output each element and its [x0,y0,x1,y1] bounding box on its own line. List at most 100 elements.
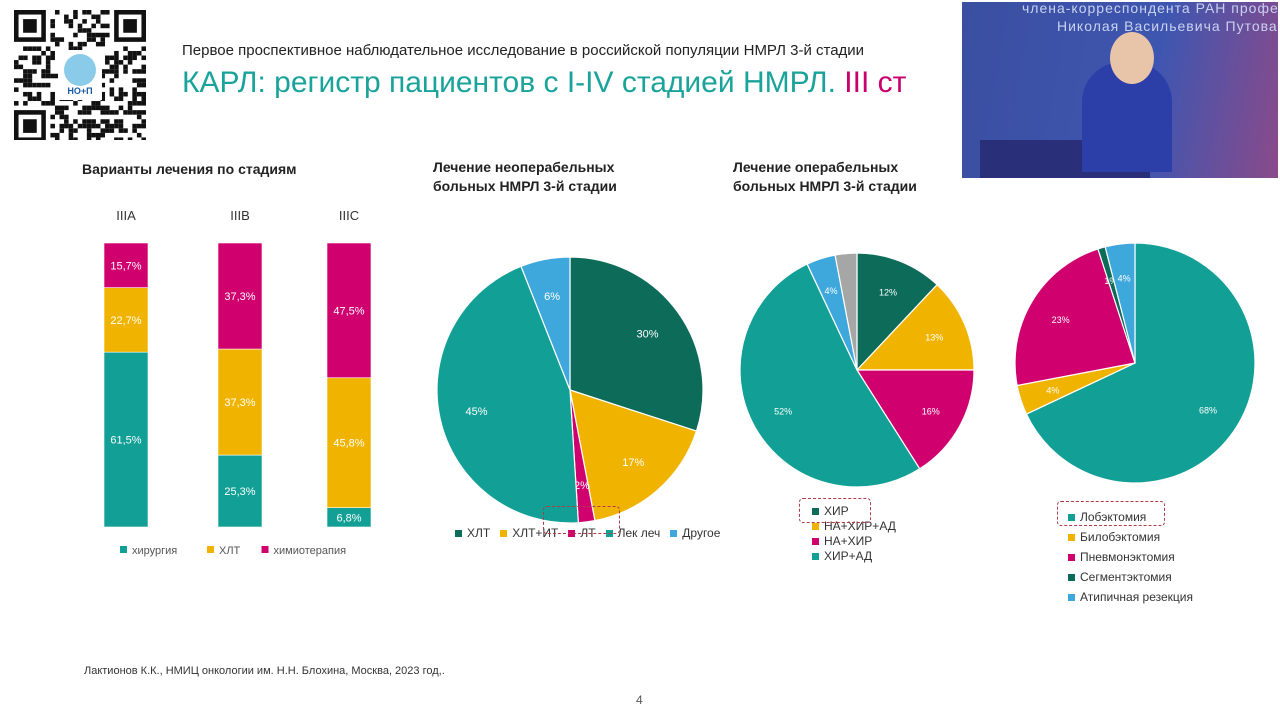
legend-item: Пневмонэктомия [1068,547,1193,567]
pie-slice [855,283,975,371]
bar-segment [217,242,263,350]
legend-label: ХЛТ+ИТ [512,526,559,540]
legend-swatch [812,538,819,545]
legend-item: ХЛТ [455,526,490,540]
legend-label: Лек леч [617,526,661,540]
video-banner-line1: члена-корреспондента РАН профе [1022,2,1278,16]
bar-segment [326,242,372,379]
pie-data-label: 30% [636,329,658,341]
highlight-box [543,506,620,534]
pie-data-label: 12% [879,288,897,298]
pie-data-label: 4% [1118,273,1131,283]
pie2-title: Лечение операбельных больных НМРЛ 3-й ст… [733,159,917,194]
pie-slice [436,265,579,524]
legend-label: ХЛТ [467,526,491,540]
legend-swatch [1068,593,1075,601]
legend-label: Другое [682,526,721,540]
pie-slice [739,263,921,488]
legend-swatch [1068,573,1075,581]
legend-swatch [812,508,819,515]
legend-label: ХИР [824,504,849,518]
pie-chart-operable: 12% 13% 16% 52% 4% [739,252,975,488]
legend-item: Атипичная резекция [1068,587,1193,607]
legend-label: Билобэктомия [1080,530,1161,544]
bar-data-label: 37,3% [224,397,255,409]
legend-item: ХИР+АД [812,549,896,564]
highlight-box [1057,501,1165,526]
bar-category-label: IIIA [116,208,136,223]
bar-data-label: 25,3% [224,486,255,498]
legend-item: НА+ХИР [812,534,896,549]
legend-swatch [670,529,678,537]
legend-item: Билобэктомия [1068,527,1193,547]
stacked-bar-chart: IIIA 61,5% 22,7% 15,7% IIIB 25,3% 37,3% 37,3% II… [103,208,372,557]
pie-data-label: 4% [824,286,837,296]
bar-segment [217,348,263,456]
bar-chart-title: Варианты лечения по стадиям [82,161,297,177]
bar-segment [103,351,149,528]
pie-data-label: 16% [922,407,940,417]
legend-item: Сегментэктомия [1068,567,1193,587]
legend-label: НА+ХИР [824,534,873,548]
bar-data-label: 45,8% [333,438,364,450]
legend-swatch [812,523,819,530]
legend-label: химиотерапия [274,545,347,557]
legend-swatch [812,553,819,560]
pie-slice [569,256,704,432]
pie3-legend: Лобэктомия Билобэктомия Пневмонэктомия Сегм… [1068,507,1193,607]
legend-label: Сегментэктомия [1080,570,1172,584]
bar-data-label: 47,5% [333,305,364,317]
pie-chart-inoperable: 30% 17% 2% 45% 6% [436,256,704,524]
pie-chart-surgery-type: 68%4%23%1% 4% [1014,242,1256,484]
pie-slice [856,252,938,372]
title-main: КАРЛ: регистр пациентов с I-IV стадией Н… [182,66,845,99]
speaker-video: члена-корреспондента РАН профе Николая В… [962,2,1278,178]
pie-slice [569,389,698,522]
legend-swatch [261,546,269,553]
pie-slice [855,369,975,470]
legend-swatch [1068,513,1075,521]
bar-data-label: 15,7% [110,260,141,272]
pie-slice [520,256,571,391]
legend-swatch [120,546,127,553]
pie-data-label: 13% [925,333,943,343]
pie1-title: Лечение неоперабельных больных НМРЛ 3-й … [433,159,617,194]
pie-slice [834,252,858,371]
highlight-box [799,498,871,523]
legend-swatch [207,546,214,553]
legend-swatch [455,529,462,537]
bar-data-label: 37,3% [224,291,255,303]
bar-segment [326,377,372,509]
legend-item: Лобэктомия [1068,507,1193,527]
slide-subtitle: Первое проспективное наблюдательное иссл… [182,42,865,59]
legend-label: хирургия [132,545,177,557]
pie-slice [1014,248,1136,387]
pie-data-label: 23% [1052,315,1070,325]
bar-data-label: 22,7% [110,315,141,327]
bar-data-label: 61,5% [110,435,141,447]
bar-data-label: 6,8% [336,512,361,524]
qr-code: НО+П [14,10,146,140]
citation: Лактионов К.К., НМИЦ онкологии им. Н.Н. … [84,665,445,677]
pie-data-label: 1% [1104,276,1117,286]
svg-text:НО+П: НО+П [67,86,92,96]
video-banner-line2: Николая Васильевича Путова [1057,18,1278,34]
pie-data-label: 45% [466,406,488,418]
bar-segment [103,242,149,288]
bar-category-label: IIIB [230,208,250,223]
pie-data-label: 52% [774,407,792,417]
pie-slice [1104,242,1136,364]
legend-label: Атипичная резекция [1080,590,1193,604]
legend-item: ХИР [812,504,896,519]
pie-data-label: 2% [574,480,590,492]
pie-data-label: 68% [1199,405,1217,415]
legend-item: ХЛТ+ИТ [500,526,558,540]
legend-swatch [1068,553,1075,561]
slide-title: КАРЛ: регистр пациентов с I-IV стадией Н… [182,66,906,100]
title-highlight: III ст [844,66,907,99]
legend-swatch [1068,533,1075,541]
pie-data-label: 4% [1046,386,1059,396]
pie1-legend: ХЛТ ХЛТ+ИТ ЛТ Лек леч Другое [455,526,720,540]
legend-label: ХЛТ [219,545,241,557]
bar-segment [217,454,263,528]
